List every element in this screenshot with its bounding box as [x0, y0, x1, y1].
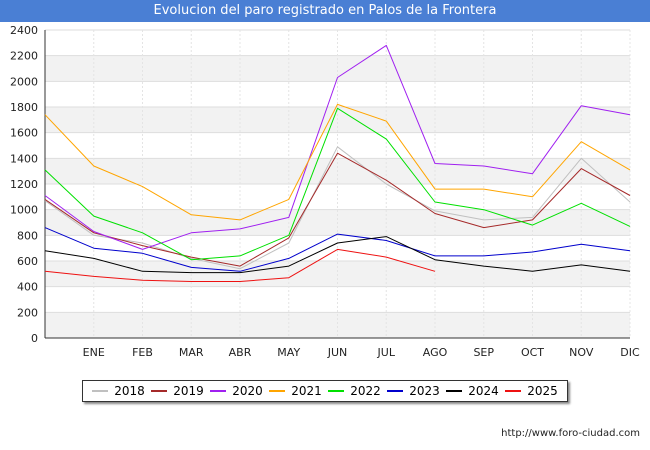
legend-swatch: [151, 390, 168, 392]
y-tick-label: 400: [17, 281, 38, 294]
legend-swatch: [505, 390, 522, 392]
series-line-2019: [44, 152, 631, 267]
x-tick-label: MAR: [179, 346, 204, 359]
y-tick-label: 1600: [10, 127, 38, 140]
legend-swatch: [328, 390, 345, 392]
legend-item-2024: 2024: [446, 384, 499, 398]
series-line-2025: [44, 248, 436, 282]
y-tick-label: 800: [17, 229, 38, 242]
series-line-2021: [44, 103, 631, 221]
x-tick-label: FEB: [132, 346, 153, 359]
y-tick-label: 200: [17, 306, 38, 319]
series-line-2018: [44, 146, 631, 270]
legend-item-2018: 2018: [92, 384, 145, 398]
legend-item-2022: 2022: [328, 384, 381, 398]
series-line-2023: [44, 227, 631, 272]
legend: 2018 2019 2020 2021 2022 2023 2024 2025: [82, 380, 568, 402]
legend-item-2021: 2021: [269, 384, 322, 398]
x-tick-label: AGO: [423, 346, 448, 359]
chart-title: Evolucion del paro registrado en Palos d…: [0, 0, 650, 22]
y-tick-label: 0: [31, 332, 38, 345]
legend-swatch: [269, 390, 286, 392]
x-tick-label: NOV: [569, 346, 594, 359]
legend-label: 2019: [173, 384, 204, 398]
y-tick-label: 1800: [10, 101, 38, 114]
x-tick-label: JUN: [327, 346, 348, 359]
x-tick-label: SEP: [473, 346, 494, 359]
series-line-2022: [44, 107, 631, 261]
legend-label: 2022: [350, 384, 381, 398]
y-tick-label: 2200: [10, 50, 38, 63]
y-tick-label: 600: [17, 255, 38, 268]
y-tick-label: 2000: [10, 75, 38, 88]
series-line-2020: [44, 44, 631, 250]
grid-band: [45, 312, 630, 338]
legend-item-2023: 2023: [387, 384, 440, 398]
legend-item-2020: 2020: [210, 384, 263, 398]
legend-item-2025: 2025: [505, 384, 558, 398]
legend-label: 2025: [527, 384, 558, 398]
x-tick-label: OCT: [521, 346, 544, 359]
legend-label: 2020: [232, 384, 263, 398]
x-tick-label: MAY: [277, 346, 300, 359]
source-url: http://www.foro-ciudad.com: [501, 428, 640, 439]
legend-label: 2021: [291, 384, 322, 398]
legend-label: 2018: [114, 384, 145, 398]
x-tick-label: DIC: [620, 346, 640, 359]
legend-swatch: [210, 390, 227, 392]
legend-label: 2024: [468, 384, 499, 398]
x-tick-label: ABR: [229, 346, 252, 359]
y-tick-label: 1000: [10, 204, 38, 217]
legend-label: 2023: [409, 384, 440, 398]
legend-swatch: [92, 390, 109, 392]
legend-item-2019: 2019: [151, 384, 204, 398]
y-tick-label: 1400: [10, 152, 38, 165]
legend-swatch: [387, 390, 404, 392]
x-tick-label: ENE: [83, 346, 105, 359]
legend-swatch: [446, 390, 463, 392]
x-tick-label: JUL: [377, 346, 396, 359]
y-tick-label: 1200: [10, 178, 38, 191]
y-tick-label: 2400: [10, 24, 38, 37]
series-line-2024: [44, 236, 631, 274]
